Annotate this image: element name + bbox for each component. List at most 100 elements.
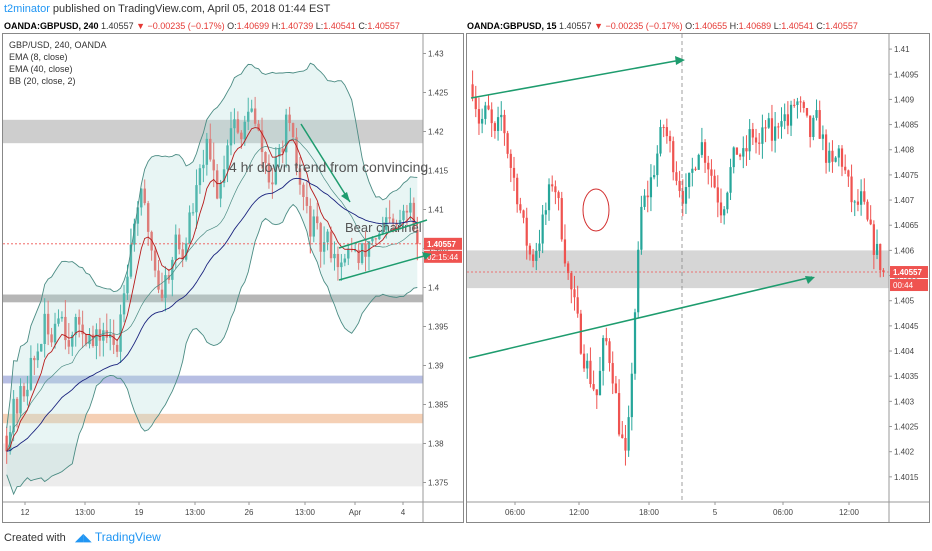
highlight-circle xyxy=(582,188,610,232)
last-price-badge xyxy=(890,266,928,279)
price-tick-label: 1.38 xyxy=(428,440,444,449)
price-tick-label: 1.405 xyxy=(894,297,915,306)
time-tick-label: 12 xyxy=(21,508,30,517)
time-tick-label: 13:00 xyxy=(75,508,96,517)
open-key: O: xyxy=(685,21,695,31)
price-zone xyxy=(3,375,423,384)
candle-body xyxy=(500,114,503,118)
candle-body xyxy=(77,317,81,325)
candle-body xyxy=(512,167,516,178)
countdown-label: 02:15:44 xyxy=(427,253,459,262)
candle-body xyxy=(81,324,84,335)
candle-body xyxy=(29,357,33,390)
candle-body xyxy=(347,248,350,259)
candle-body xyxy=(840,148,844,167)
last-price-label: 1.40557 xyxy=(893,268,922,277)
candle-body xyxy=(253,108,257,124)
candle-body xyxy=(598,370,602,396)
candle-body xyxy=(71,334,74,347)
candle-body xyxy=(799,101,802,103)
time-tick-label: 06:00 xyxy=(773,508,794,517)
candle-body xyxy=(789,104,793,126)
candle-body xyxy=(312,216,315,237)
candle-body xyxy=(662,127,665,129)
candle-body xyxy=(295,137,298,169)
candle-body xyxy=(240,132,243,140)
candle-body xyxy=(608,341,611,364)
candle-body xyxy=(319,223,322,252)
candle-body xyxy=(694,168,697,170)
candle-body xyxy=(278,148,281,157)
time-tick-label: 06:00 xyxy=(505,508,526,517)
candle-body xyxy=(554,186,557,193)
created-with-label: Created with xyxy=(4,532,66,544)
tradingview-brand[interactable]: TradingView xyxy=(94,530,161,544)
candle-body xyxy=(126,276,129,294)
close-value: 1.40557 xyxy=(825,21,858,31)
time-tick-label: 19 xyxy=(135,508,144,517)
candle-body xyxy=(471,84,474,97)
price-tick-label: 1.395 xyxy=(428,323,449,332)
low-value: 1.40541 xyxy=(781,21,814,31)
candle-body xyxy=(611,363,614,384)
gbpusd-240-chart[interactable]: 1.3751.381.3851.391.3951.41.4051.411.415… xyxy=(3,34,463,522)
candle-body xyxy=(212,159,215,171)
bollinger-fill xyxy=(6,63,418,495)
candle-body xyxy=(576,297,579,314)
candle-body xyxy=(592,384,595,390)
candle-body xyxy=(758,142,761,144)
right-chart-panel[interactable]: 1.4015 1.402 1.4025 1.403 1.4035 1.404 1.4045 1… xyxy=(466,33,930,523)
time-tick-label: 4 xyxy=(401,508,406,517)
candle-body xyxy=(136,207,140,224)
candle-body xyxy=(853,201,856,203)
time-tick-label: 18:00 xyxy=(639,508,660,517)
candle-body xyxy=(112,333,115,345)
candle-body xyxy=(621,434,624,439)
candle-body xyxy=(267,162,271,183)
left-chart-header: OANDA:GBPUSD, 240 1.40557 ▼ −0.00235 (−0… xyxy=(4,19,400,33)
change-label: ▼ −0.00235 (−0.17%) xyxy=(136,21,225,31)
price-tick-label: 1.4045 xyxy=(894,322,919,331)
candle-body xyxy=(541,214,544,244)
candle-body xyxy=(649,177,653,198)
candle-body xyxy=(164,275,167,298)
last-price-badge xyxy=(424,237,462,250)
close-value: 1.40557 xyxy=(367,21,400,31)
trend-line-upper-arrowhead xyxy=(675,56,685,65)
candle-body xyxy=(770,118,774,141)
candle-body xyxy=(726,192,729,210)
candle-body xyxy=(656,153,659,176)
footer-bar: Created with ◢◣ TradingView xyxy=(0,524,932,550)
candle-body xyxy=(329,231,333,259)
candle-body xyxy=(340,262,343,268)
candle-body xyxy=(525,217,528,246)
gbpusd-15-chart[interactable]: 1.4015 1.402 1.4025 1.403 1.4035 1.404 1.4045 1… xyxy=(467,34,929,522)
low-key: L: xyxy=(773,21,782,31)
price-label: 1.40557 xyxy=(101,21,134,31)
candle-body xyxy=(219,182,222,199)
candle-body xyxy=(360,243,364,264)
price-tick-label: 1.42 xyxy=(428,128,444,137)
candle-body xyxy=(828,150,831,163)
time-tick-label: 26 xyxy=(245,508,254,517)
tradingview-logo-icon[interactable]: ◢◣ xyxy=(74,532,92,544)
author-link[interactable]: t2minator xyxy=(4,3,50,15)
candle-body xyxy=(388,217,391,219)
high-value: 1.40739 xyxy=(280,21,314,31)
candle-body xyxy=(681,190,684,204)
price-tick-label: 1.4015 xyxy=(894,473,919,482)
candle-body xyxy=(371,238,374,242)
candle-body xyxy=(412,202,416,230)
candle-body xyxy=(271,182,274,185)
candle-body xyxy=(122,293,126,315)
bollinger-lower-line xyxy=(6,203,418,496)
candle-body xyxy=(205,138,209,165)
left-chart-panel[interactable]: 1.3751.381.3851.391.3951.41.4051.411.415… xyxy=(2,33,464,523)
candle-body xyxy=(157,270,160,290)
candle-body xyxy=(153,250,157,271)
time-tick-label: 12:00 xyxy=(839,508,860,517)
candle-body xyxy=(198,168,202,186)
candle-body xyxy=(409,202,412,213)
candle-body xyxy=(869,219,872,225)
candle-body xyxy=(115,344,119,352)
